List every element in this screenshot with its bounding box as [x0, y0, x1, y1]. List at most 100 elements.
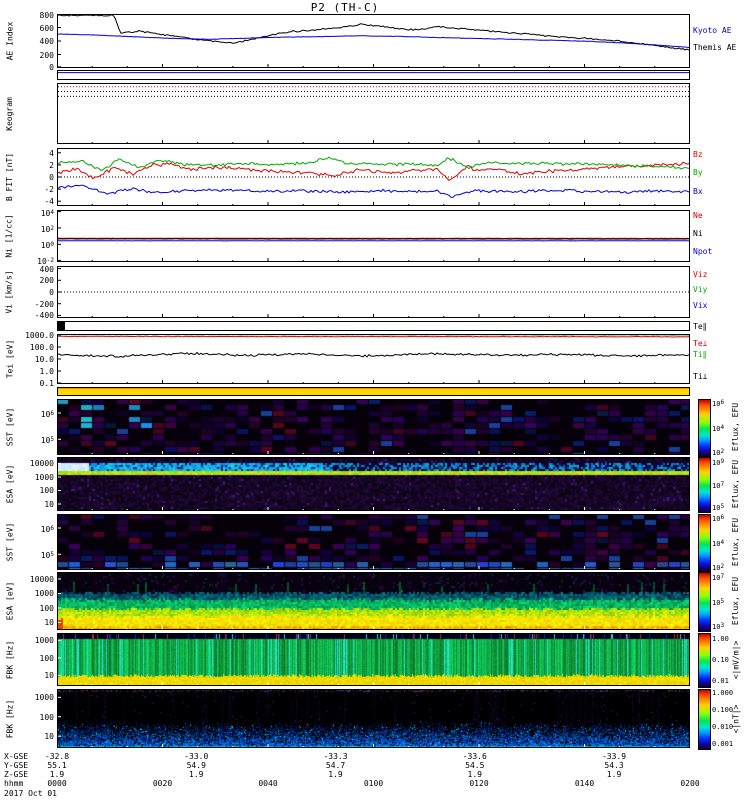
- trace-label-bfit-0: Bz: [693, 149, 703, 159]
- panel-ae: [57, 14, 690, 68]
- time-axis-label: hhmm: [4, 779, 24, 788]
- ytick-ae-4: 0: [49, 62, 54, 72]
- colorbar-fbk2: [698, 689, 711, 750]
- ytick-esai-3: 10: [44, 618, 54, 628]
- panel-ssti: [57, 514, 690, 570]
- time-tick-6: 0200: [680, 779, 700, 788]
- axis-value-z-gse-0: 1.9: [49, 770, 65, 779]
- panel-flag: [57, 387, 690, 396]
- ytick-temps-1: 100.0: [29, 343, 54, 352]
- colorbar-unit-esae: Eflux, EFU: [731, 459, 741, 509]
- esai-spectrogram: [57, 572, 690, 630]
- fbk2-plot-area: [57, 689, 690, 748]
- date-label: 2017 Oct 01: [4, 789, 57, 798]
- colorbar-ssti: [698, 514, 711, 572]
- ytick-ssti-0: 106: [40, 525, 54, 534]
- colorbar-tick-esae-1: 107: [712, 480, 725, 490]
- ytick-temps-2: 10.0: [34, 355, 54, 364]
- colorbar-tick-ssti-0: 106: [712, 513, 725, 523]
- axis-value-x-gse-2: -33.3: [323, 752, 348, 761]
- colorbar-fbk1: [698, 633, 711, 688]
- colorbar-unit-fbk1: <|mV/m|>: [731, 640, 740, 679]
- trace-label-v-0: Viz: [693, 269, 708, 279]
- ytick-esai-0: 10000: [29, 574, 54, 584]
- ytick-v-1: 200: [39, 276, 54, 286]
- trace-label-temps-1: Ti∥: [693, 350, 707, 359]
- colorbar-tick-fbk2-3: 0.001: [712, 740, 734, 749]
- colorbar-unit-sste: Eflux, EFU: [731, 402, 741, 452]
- time-tick-3: 0100: [363, 779, 384, 788]
- colorbar-tick-esae-0: 109: [712, 457, 725, 467]
- ytick-esai-2: 100: [39, 603, 54, 613]
- panel-label-fbk2: FBK [Hz]: [5, 699, 14, 738]
- colorbar-tick-esai-1: 105: [712, 597, 725, 607]
- ytick-ae-0: 800: [39, 11, 54, 21]
- ytick-ae-3: 200: [39, 50, 54, 60]
- ytick-fbk2-1: 100: [39, 712, 54, 722]
- trace-label-bfit-1: By: [693, 168, 703, 178]
- panel-v: [57, 266, 690, 318]
- axis-value-x-gse-0: -32.8: [44, 752, 70, 761]
- panel-label-bfit: B FIT [nT]: [5, 152, 15, 202]
- sste-spectrogram: [57, 399, 690, 455]
- testrip-plot-area: [57, 321, 690, 331]
- ytick-ae-2: 400: [39, 37, 54, 46]
- axis-value-y-gse-0: 55.1: [47, 761, 67, 770]
- axis-value-x-gse-3: -33.6: [462, 752, 487, 761]
- ytick-bfit-4: -4: [44, 197, 54, 207]
- trace-label-bfit-2: Bx: [693, 186, 703, 196]
- ytick-ni-0: 104: [40, 208, 54, 218]
- trace-label-ae-0: Kyoto AE: [693, 26, 732, 36]
- axis-value-z-gse-2: 1.9: [328, 770, 343, 779]
- panel-bfit: [57, 148, 690, 206]
- colorbar-tick-sste-2: 102: [712, 448, 725, 458]
- ytick-bfit-3: -2: [44, 185, 54, 195]
- panel-aestrip: [57, 70, 690, 80]
- colorbar-esai: [698, 572, 711, 632]
- ytick-fbk2-2: 10: [44, 732, 54, 742]
- trace-label-v-1: Viy: [693, 285, 708, 295]
- colorbar-tick-esai-2: 103: [712, 621, 725, 631]
- esai-plot-area: [57, 572, 690, 630]
- colorbar-tick-fbk2-2: 0.010: [712, 723, 734, 732]
- panel-esae: [57, 457, 690, 511]
- ssti-plot-area: [57, 514, 690, 570]
- axis-value-x-gse-1: -33.0: [184, 752, 209, 761]
- ytick-sste-1: 105: [40, 436, 54, 446]
- ytick-bfit-2: 0: [49, 173, 54, 182]
- axis-row-label-y-gse: Y-GSE: [4, 761, 29, 770]
- esae-plot-area: [57, 457, 690, 511]
- colorbar-tick-sste-0: 106: [712, 398, 725, 408]
- ssti-spectrogram: [57, 514, 690, 570]
- ytick-ssti-1: 105: [40, 551, 54, 561]
- ytick-bfit-1: 2: [49, 160, 54, 170]
- ytick-sste-0: 106: [40, 410, 54, 419]
- axis-value-x-gse-4: -33.9: [601, 752, 627, 761]
- colorbar-unit-esai: Eflux, EFU: [731, 576, 741, 626]
- trace-label-temps-0: Te⊥: [693, 339, 708, 348]
- panel-fbk2: [57, 689, 690, 748]
- axis-value-y-gse-2: 54.7: [325, 761, 346, 770]
- colorbar-unit-ssti: Eflux, EFU: [731, 517, 741, 567]
- panel-label-ni: Ni [1/cc]: [5, 214, 15, 258]
- colorbar-unit-fbk2: <|nT|>: [731, 704, 740, 733]
- colorbar-sste: [698, 399, 711, 457]
- flag-plot-area: [57, 387, 690, 396]
- trace-label-testrip-0: Te∥: [693, 321, 707, 331]
- temps-plot-area: [57, 334, 690, 384]
- panel-label-sste: SST [eV]: [5, 407, 14, 447]
- sste-plot-area: [57, 399, 690, 455]
- ytick-v-2: 0: [49, 288, 54, 297]
- trace-label-temps-2: Ti⊥: [693, 372, 708, 381]
- colorbar-tick-esae-2: 105: [712, 503, 725, 513]
- ytick-esae-0: 10000: [29, 459, 54, 469]
- axis-value-z-gse-4: 1.9: [606, 770, 622, 779]
- time-tick-2: 0040: [258, 779, 278, 788]
- ytick-esai-1: 1000: [34, 589, 54, 599]
- ytick-temps-3: 1.0: [39, 367, 54, 376]
- ytick-fbk1-1: 100: [39, 653, 54, 663]
- plot-title: P2 (TH-C): [310, 1, 380, 14]
- panel-label-keogram: Keogram: [5, 96, 14, 131]
